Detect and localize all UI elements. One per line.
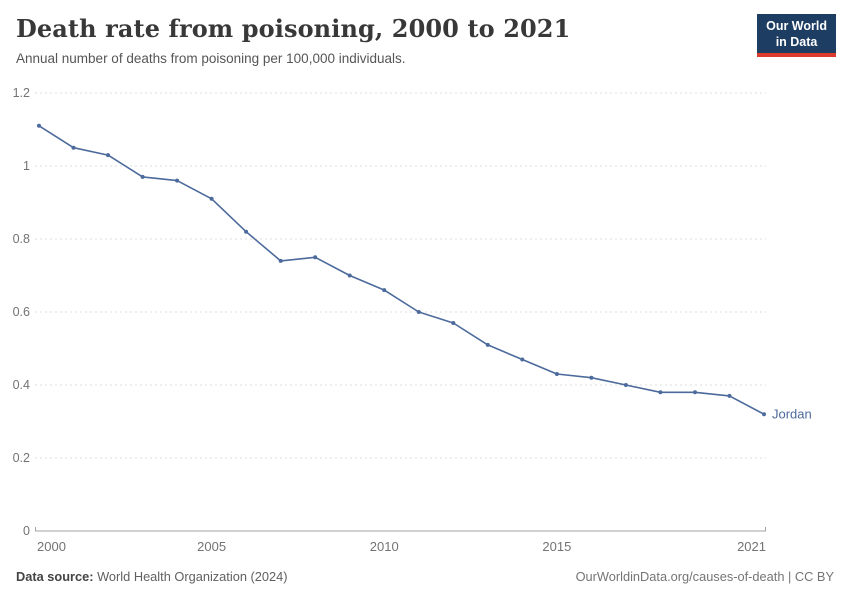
- data-point: [589, 375, 594, 380]
- data-point: [209, 196, 214, 201]
- data-point: [106, 153, 110, 158]
- data-point: [416, 310, 421, 314]
- data-point: [485, 342, 490, 347]
- owid-logo: Our World in Data: [757, 14, 836, 58]
- y-tick-label: 0.2: [13, 451, 30, 465]
- series-end-label[interactable]: Jordan: [772, 407, 812, 422]
- x-tick-label: 2005: [197, 539, 226, 554]
- data-point: [175, 178, 180, 183]
- y-tick-label: 0.4: [13, 378, 30, 392]
- chart-subtitle: Annual number of deaths from poisoning p…: [16, 51, 406, 66]
- data-source-value: World Health Organization (2024): [93, 569, 288, 584]
- x-tick-label: 2000: [37, 539, 66, 554]
- y-tick-label: 0.8: [13, 232, 30, 246]
- chart-header: Death rate from poisoning, 2000 to 2021 …: [16, 14, 760, 66]
- chart-footer: Data source: World Health Organization (…: [16, 569, 834, 584]
- data-point: [451, 321, 456, 325]
- data-point: [71, 145, 76, 150]
- data-point: [140, 174, 145, 179]
- x-tick-label: 2010: [370, 539, 399, 554]
- data-point: [762, 412, 766, 417]
- x-tick-label: 2015: [542, 539, 571, 554]
- data-point: [554, 372, 559, 376]
- series-line: [38, 125, 765, 416]
- y-tick-label: 1: [23, 159, 30, 173]
- attribution-link[interactable]: OurWorldinData.org/causes-of-death | CC …: [575, 569, 834, 584]
- data-source-label: Data source:: [16, 569, 94, 584]
- owid-logo-line1: Our World: [766, 19, 827, 33]
- data-point: [520, 357, 525, 362]
- data-point: [382, 288, 387, 293]
- y-tick-label: 0.6: [13, 305, 30, 319]
- data-point: [37, 123, 41, 128]
- data-point: [693, 390, 697, 395]
- data-point: [244, 229, 249, 234]
- data-point: [658, 390, 663, 395]
- data-point: [313, 255, 318, 260]
- data-point: [727, 393, 732, 398]
- y-tick-label: 1.2: [13, 86, 30, 100]
- chart-title: Death rate from poisoning, 2000 to 2021: [16, 14, 571, 43]
- owid-logo-line2: in Data: [775, 34, 818, 49]
- y-tick-label: 0: [23, 524, 30, 538]
- data-source: Data source: World Health Organization (…: [16, 569, 287, 584]
- data-point: [347, 273, 352, 278]
- data-point: [278, 258, 283, 263]
- x-tick-label: 2021: [737, 539, 766, 554]
- data-point: [623, 383, 628, 387]
